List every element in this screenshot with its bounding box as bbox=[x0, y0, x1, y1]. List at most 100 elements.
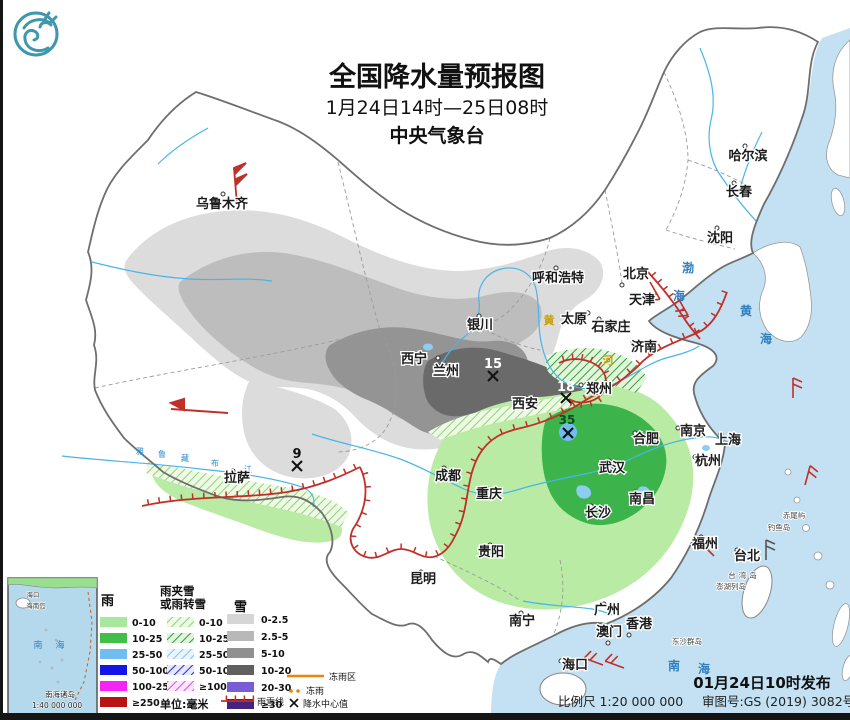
city-dot bbox=[731, 180, 737, 186]
map-scale: 比例尺 1:20 000 000 bbox=[558, 694, 683, 709]
rain-snow-line-tick bbox=[169, 495, 172, 502]
inset-sea-label: 海 bbox=[55, 639, 64, 651]
city-dot bbox=[692, 454, 698, 460]
rain-snow-line-tick bbox=[582, 394, 587, 401]
city-dot bbox=[439, 362, 445, 368]
island-label: 澎湖列岛 bbox=[716, 581, 746, 591]
city-label: 乌鲁木齐 bbox=[196, 196, 249, 212]
city-dot bbox=[485, 486, 491, 492]
city-dot bbox=[714, 225, 720, 231]
city-dot bbox=[441, 465, 447, 471]
legend-snow-label: 2.5-5 bbox=[261, 632, 288, 643]
rain-snow-line-tick bbox=[681, 332, 686, 339]
inset-dash-line bbox=[73, 591, 93, 703]
center-cross bbox=[291, 460, 303, 472]
city-dot bbox=[626, 632, 632, 638]
taiwan-island-shape bbox=[741, 565, 773, 619]
legend-freezing-rain-dot bbox=[296, 689, 300, 693]
city-dot bbox=[632, 489, 638, 495]
legend-sleet-label: 0-10 bbox=[199, 618, 223, 629]
rain-snow-line-tick bbox=[470, 458, 477, 462]
lakes bbox=[423, 343, 710, 499]
legend-rain-label: 25-50 bbox=[132, 650, 163, 661]
river-label: 鲁 bbox=[158, 449, 166, 459]
frame-bottom bbox=[0, 713, 850, 720]
inset-sea-label: 南 bbox=[33, 639, 42, 651]
city-label: 兰州 bbox=[433, 363, 459, 379]
sea-label: 海 bbox=[698, 661, 710, 676]
rain-snow-line-tick bbox=[301, 483, 305, 489]
rain-snow-lines bbox=[141, 271, 728, 559]
river-label: 河 bbox=[603, 353, 614, 367]
city-dot bbox=[649, 292, 655, 298]
island-label: 赤尾屿 bbox=[783, 511, 806, 520]
rain-snow-line-tick bbox=[332, 472, 337, 479]
rain-snow-line-tick bbox=[466, 471, 472, 475]
river-label: 黄 bbox=[544, 313, 555, 327]
city-label: 台北 bbox=[734, 548, 760, 564]
rain-snow-line-tick bbox=[157, 497, 161, 503]
rain-snow-line-tick bbox=[499, 428, 504, 435]
legend-snow-label: 10-20 bbox=[261, 666, 292, 677]
legend-snow-label: 0-2.5 bbox=[261, 615, 288, 626]
city-label: 西宁 bbox=[401, 351, 427, 367]
rain-snow-line-tick bbox=[589, 356, 594, 363]
liao-river bbox=[722, 178, 758, 223]
rain-snow-line-tick bbox=[364, 499, 371, 502]
city-label: 郑州 bbox=[586, 381, 612, 397]
china-outline bbox=[85, 26, 820, 666]
sea-label: 海 bbox=[760, 331, 772, 346]
province-border bbox=[335, 329, 397, 453]
city-label: 重庆 bbox=[476, 486, 502, 502]
rain-snow-line-tick bbox=[342, 468, 347, 475]
wind-barb bbox=[232, 162, 248, 206]
inset-hainan bbox=[15, 597, 31, 609]
city-dot bbox=[585, 310, 591, 316]
legend-snow-label: 5-10 bbox=[261, 649, 285, 660]
nen-river bbox=[738, 131, 763, 194]
city-label: 合肥 bbox=[633, 431, 659, 447]
legend-sleet-label: 10-25 bbox=[199, 634, 229, 645]
city-label: 上海 bbox=[715, 432, 741, 448]
sea-label: 南 bbox=[668, 658, 680, 673]
rain-snow-line-main bbox=[349, 291, 728, 559]
rain-snow-line-tick bbox=[626, 368, 632, 374]
province-border bbox=[433, 555, 522, 602]
rain-snow-line-tick bbox=[703, 321, 709, 327]
rain-snow-line-tick bbox=[463, 484, 469, 487]
legend-sleet-title: 雨夹雪 bbox=[160, 584, 195, 598]
province-border bbox=[665, 229, 736, 250]
rain-snow-line-tick bbox=[571, 401, 576, 407]
inset-map: 海口 海南岛 南 海 南海诸岛 1:40 000 000 bbox=[7, 577, 98, 715]
city-dot bbox=[596, 316, 602, 322]
inset-scale: 1:40 000 000 bbox=[32, 701, 82, 710]
city-label: 杭州 bbox=[695, 453, 721, 469]
city-dot bbox=[558, 658, 564, 664]
city-label: 南昌 bbox=[629, 491, 655, 507]
rain-snow-line-tick bbox=[269, 488, 272, 495]
yellow-river bbox=[432, 267, 700, 390]
map-title: 全国降水量预报图 bbox=[328, 61, 545, 93]
rain-snow-line-tick bbox=[657, 343, 662, 350]
rain-snow-line-tick bbox=[616, 375, 621, 382]
river-label: 雅 bbox=[136, 446, 144, 456]
island-label: 东沙群岛 bbox=[672, 636, 702, 646]
city-dot bbox=[698, 534, 704, 540]
legend-swatch-sleet bbox=[167, 665, 194, 675]
legend-swatch-sleet bbox=[167, 617, 194, 627]
legend-swatch-snow bbox=[227, 682, 254, 692]
river-label: 藏 bbox=[181, 453, 189, 463]
legend-swatch-snow bbox=[227, 699, 254, 709]
island-label: 台湾岛 bbox=[728, 570, 760, 580]
legend-freezing-rain-dot bbox=[289, 689, 293, 693]
city-label: 澳门 bbox=[596, 624, 622, 640]
rain-snow-line-tick bbox=[525, 420, 528, 427]
legend-rain-label: 100-250 bbox=[132, 682, 176, 693]
rain-snow-line-tick bbox=[548, 412, 553, 419]
city-dot bbox=[675, 425, 681, 431]
hainan-island bbox=[539, 672, 587, 706]
city-dot bbox=[588, 503, 594, 509]
city-dot bbox=[418, 569, 424, 575]
